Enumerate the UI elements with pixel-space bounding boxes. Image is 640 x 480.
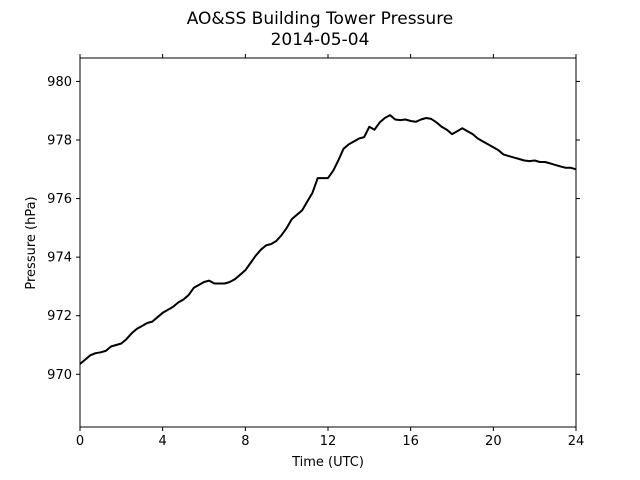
y-axis: 970 972 974 976 978 980 bbox=[47, 75, 580, 383]
x-tick-label: 8 bbox=[241, 434, 249, 449]
y-tick-label: 976 bbox=[47, 192, 72, 207]
plot-frame bbox=[79, 57, 577, 428]
y-tick-label: 978 bbox=[47, 134, 72, 149]
y-axis-label: Pressure (hPa) bbox=[24, 196, 39, 289]
y-tick-label: 972 bbox=[47, 309, 72, 324]
y-tick-label: 974 bbox=[47, 251, 72, 266]
x-tick-label: 4 bbox=[159, 434, 167, 449]
y-tick-label: 980 bbox=[47, 75, 72, 90]
x-tick-label: 12 bbox=[320, 434, 337, 449]
pressure-series-line bbox=[79, 114, 577, 365]
x-axis-label: Time (UTC) bbox=[291, 455, 364, 470]
plot-area bbox=[79, 57, 577, 428]
x-tick-label: 20 bbox=[485, 434, 502, 449]
y-tick-label: 970 bbox=[47, 368, 72, 383]
x-tick-label: 24 bbox=[568, 434, 585, 449]
x-tick-label: 16 bbox=[402, 434, 419, 449]
chart-title: AO&SS Building Tower Pressure bbox=[187, 9, 454, 29]
x-tick-label: 0 bbox=[76, 434, 84, 449]
x-axis: 0 4 8 12 16 20 24 bbox=[76, 54, 584, 449]
chart-subtitle: 2014-05-04 bbox=[271, 30, 370, 50]
